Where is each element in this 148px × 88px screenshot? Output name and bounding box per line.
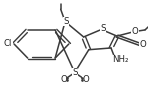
Text: S: S	[100, 24, 106, 33]
Text: S: S	[72, 68, 78, 77]
Text: O: O	[139, 40, 146, 49]
Text: S: S	[63, 17, 69, 26]
Text: O: O	[60, 75, 67, 84]
Text: NH₂: NH₂	[112, 55, 128, 64]
Text: Cl: Cl	[4, 40, 12, 48]
Text: O: O	[132, 27, 139, 36]
Text: O: O	[82, 75, 89, 84]
